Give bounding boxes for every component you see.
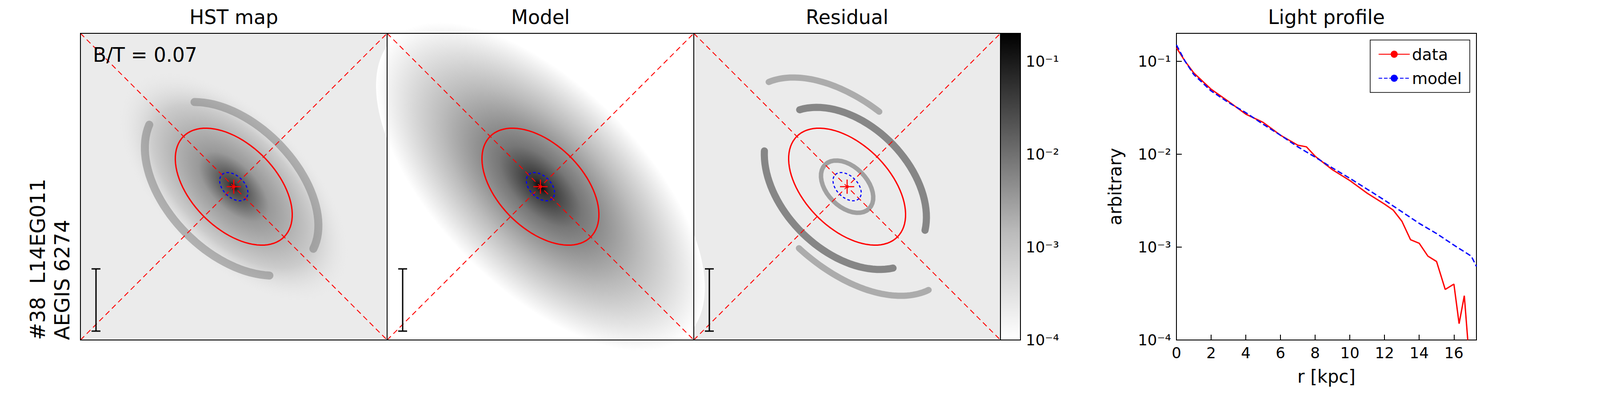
svg-text:0: 0 [1171, 344, 1182, 362]
svg-text:Model: Model [511, 5, 570, 29]
svg-text:4: 4 [1240, 344, 1251, 362]
svg-text:arbitrary: arbitrary [1104, 148, 1126, 226]
svg-text:data: data [1412, 45, 1448, 64]
svg-text:#38 L14EG011: #38 L14EG011 [25, 178, 50, 340]
svg-text:10⁻³: 10⁻³ [1025, 238, 1060, 256]
svg-text:10⁻¹: 10⁻¹ [1025, 52, 1060, 71]
svg-text:Residual: Residual [805, 5, 889, 29]
svg-text:10⁻³: 10⁻³ [1137, 238, 1172, 256]
svg-text:12: 12 [1375, 344, 1395, 362]
svg-text:8: 8 [1310, 344, 1320, 362]
svg-text:AEGIS 6274: AEGIS 6274 [50, 219, 75, 340]
svg-text:2: 2 [1206, 344, 1216, 362]
svg-text:10⁻²: 10⁻² [1137, 145, 1172, 164]
svg-text:r [kpc]: r [kpc] [1297, 366, 1356, 387]
svg-text:10⁻²: 10⁻² [1025, 145, 1060, 164]
svg-text:10⁻⁴: 10⁻⁴ [1025, 331, 1060, 349]
svg-text:Light profile: Light profile [1268, 5, 1385, 29]
svg-text:model: model [1412, 69, 1462, 88]
svg-text:HST map: HST map [189, 5, 279, 29]
svg-text:B/T = 0.07: B/T = 0.07 [92, 43, 198, 67]
svg-text:10⁻⁴: 10⁻⁴ [1137, 331, 1172, 349]
svg-text:10: 10 [1340, 344, 1360, 362]
svg-text:16: 16 [1444, 344, 1464, 362]
svg-text:6: 6 [1275, 344, 1286, 362]
svg-text:14: 14 [1409, 344, 1429, 362]
svg-text:10⁻¹: 10⁻¹ [1137, 52, 1172, 71]
